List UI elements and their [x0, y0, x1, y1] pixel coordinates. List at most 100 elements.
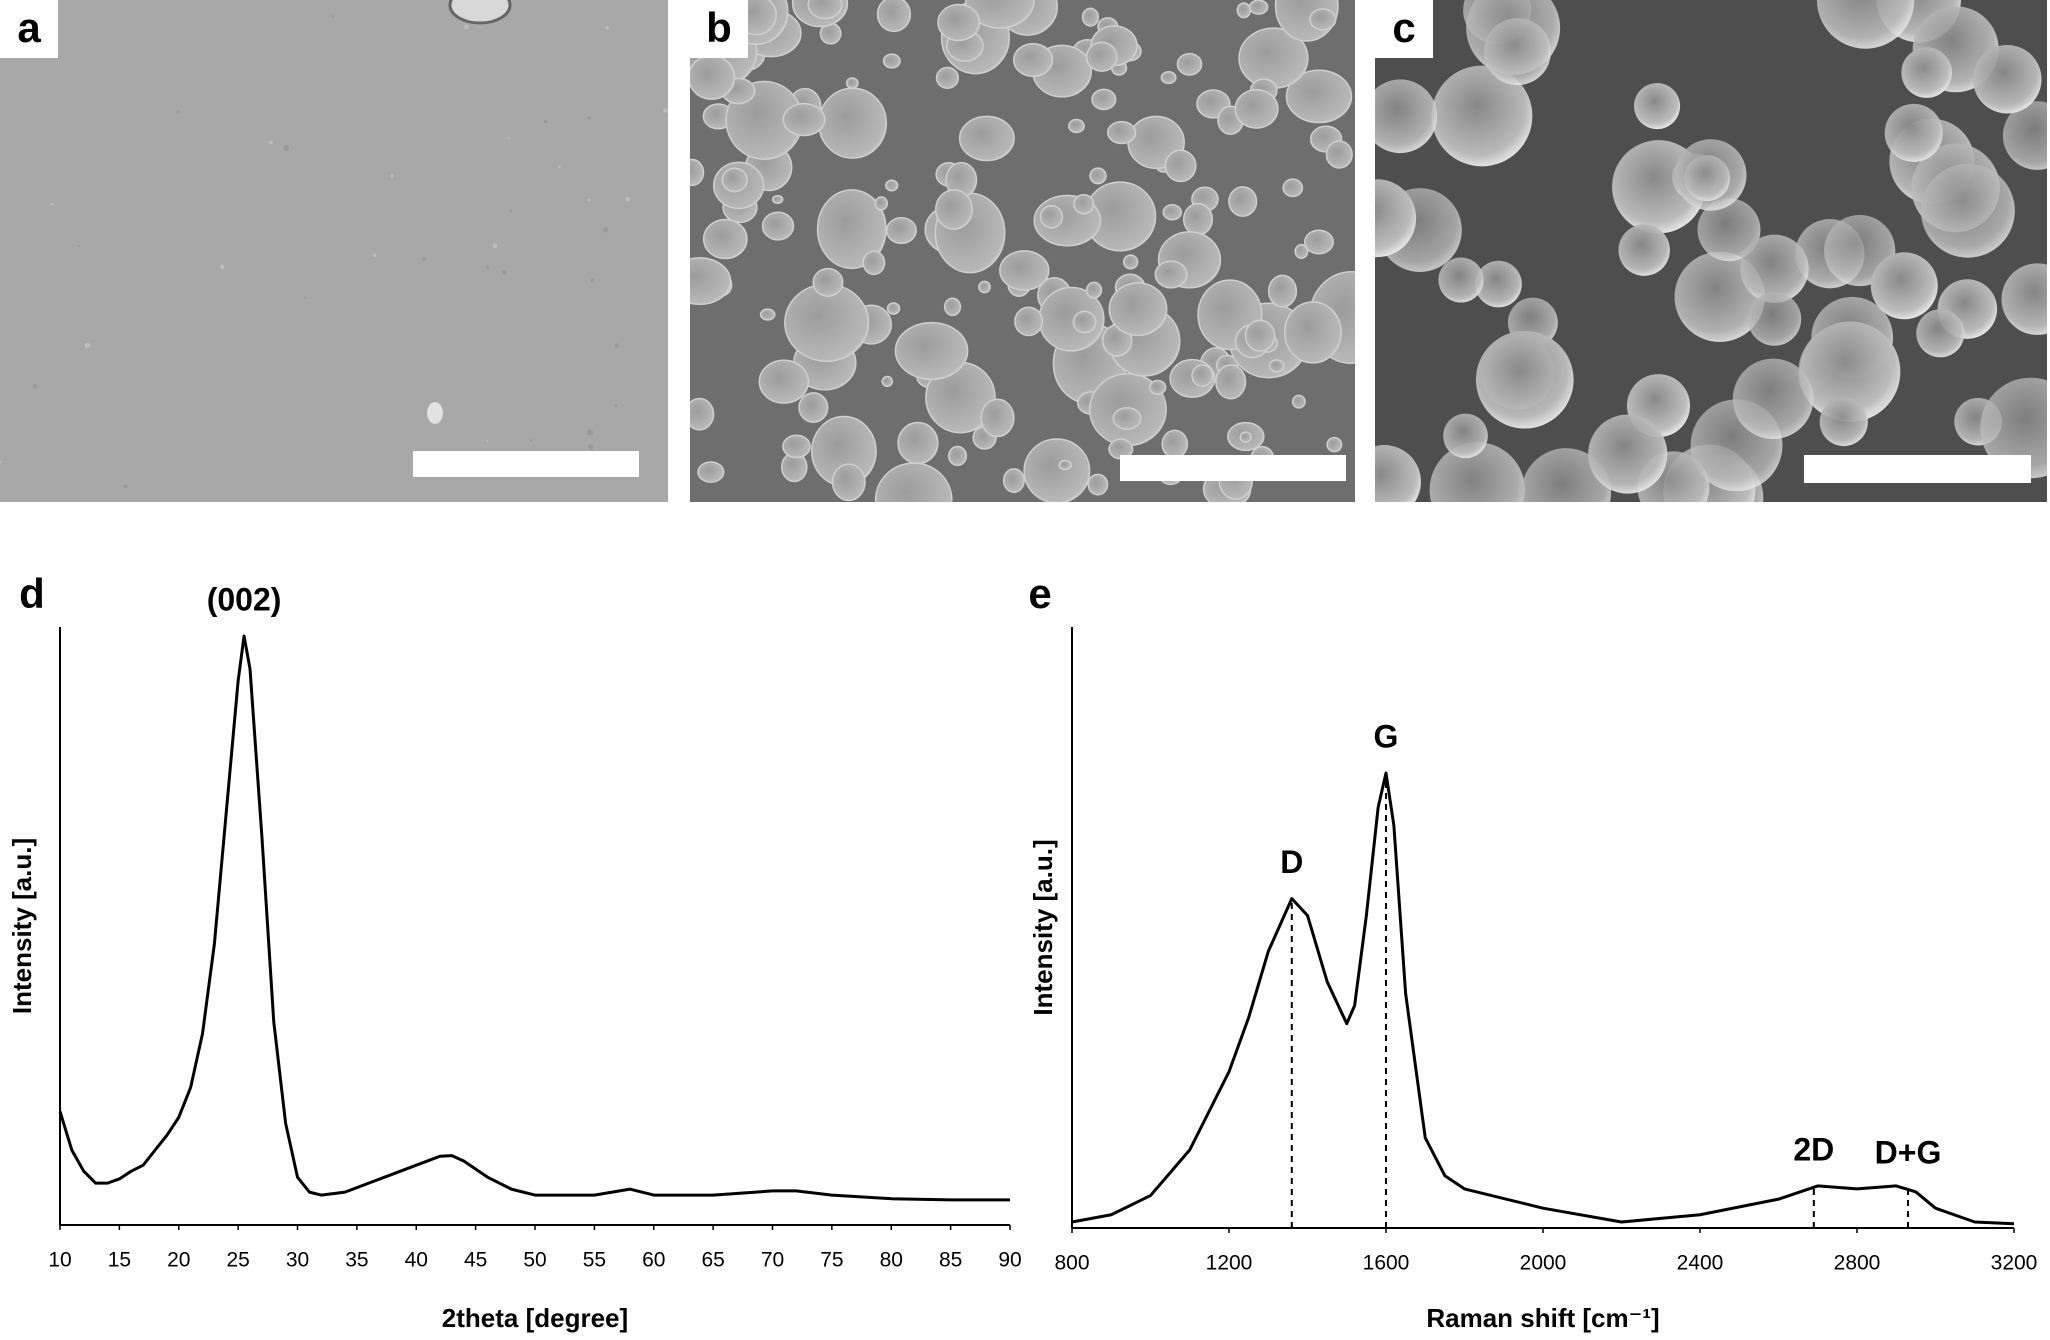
sphere	[1870, 252, 1938, 320]
x-tick-label: 2800	[1834, 1252, 1881, 1275]
particle	[807, 0, 843, 20]
x-tick-label: 65	[701, 1249, 724, 1272]
speck	[78, 244, 81, 247]
sphere	[2001, 263, 2047, 335]
particle	[812, 267, 844, 297]
particle	[1268, 359, 1285, 373]
particle	[1248, 0, 1269, 15]
particle	[1087, 473, 1109, 496]
particle	[1215, 364, 1247, 400]
speck	[509, 209, 513, 213]
particle	[1039, 205, 1064, 229]
particle	[882, 53, 901, 69]
x-axis-title: 2theta [degree]	[442, 1303, 628, 1333]
y-axis-title: Intensity [a.u.]	[7, 838, 37, 1014]
particle	[690, 397, 715, 431]
particle	[1182, 202, 1214, 236]
speck	[269, 140, 273, 145]
particle	[1303, 229, 1334, 255]
particle	[1058, 459, 1072, 471]
particle	[935, 66, 960, 89]
particle	[782, 434, 811, 459]
x-tick-label: 2400	[1677, 1252, 1724, 1275]
particle	[1154, 260, 1188, 289]
particle	[1294, 243, 1309, 259]
particle	[448, 0, 512, 25]
particle	[1285, 69, 1353, 124]
particle	[881, 375, 894, 388]
panel-label: b	[706, 4, 732, 51]
x-tick-label: 80	[880, 1249, 903, 1272]
particle	[845, 77, 859, 89]
particle	[697, 461, 725, 483]
speck	[529, 439, 533, 442]
particle	[897, 421, 939, 465]
peak-label: (002)	[207, 581, 282, 617]
particle	[690, 54, 736, 100]
particle	[1091, 88, 1117, 111]
x-tick-label: 15	[108, 1249, 131, 1272]
speck	[507, 137, 510, 140]
speck	[502, 270, 507, 275]
speck	[123, 484, 128, 489]
particle	[759, 308, 776, 321]
data-line	[1071, 771, 2015, 1226]
particle	[1002, 468, 1025, 493]
sem-texture	[1375, 0, 2047, 502]
particle	[874, 462, 953, 502]
sphere	[1799, 321, 1901, 423]
particle	[947, 445, 968, 467]
particle	[886, 302, 901, 315]
sphere	[1747, 292, 1802, 346]
speck	[84, 342, 91, 349]
speck	[614, 343, 619, 348]
speck	[543, 119, 548, 124]
sphere	[1732, 358, 1814, 440]
panel-label: e	[1028, 570, 1051, 617]
particle	[1291, 394, 1306, 409]
speck	[463, 24, 469, 30]
particle	[690, 257, 732, 306]
x-tick-label: 70	[761, 1249, 784, 1272]
particle	[1191, 364, 1214, 387]
particle	[1023, 438, 1091, 502]
particle	[1073, 193, 1095, 215]
particle	[894, 321, 969, 381]
particle	[1072, 310, 1097, 334]
sphere	[1375, 445, 1421, 502]
y-axis-title: Intensity [a.u.]	[1028, 839, 1058, 1015]
speck	[614, 404, 618, 407]
particle	[1149, 379, 1167, 396]
speck	[372, 253, 377, 258]
speck	[587, 198, 591, 202]
particle	[1081, 7, 1100, 27]
particle	[1239, 431, 1252, 443]
x-tick-label: 90	[998, 1249, 1021, 1272]
particle	[885, 179, 899, 192]
x-tick-label: 45	[464, 1249, 487, 1272]
x-tick-label: 2000	[1520, 1252, 1567, 1275]
particle	[1228, 186, 1258, 217]
panel-label-box	[690, 0, 748, 58]
particle	[690, 158, 705, 187]
speck	[283, 145, 290, 151]
sphere	[1980, 377, 2047, 479]
particle	[934, 189, 974, 230]
sphere	[1901, 47, 1952, 98]
sphere	[1740, 234, 1809, 303]
panel-label-box	[0, 0, 58, 58]
particle	[1164, 149, 1197, 183]
particle	[885, 216, 917, 245]
particle	[1283, 301, 1342, 364]
particle	[1244, 319, 1276, 352]
speck	[587, 116, 591, 120]
x-tick-label: 60	[642, 1249, 665, 1272]
speck	[176, 110, 180, 114]
x-tick-label: 50	[523, 1249, 546, 1272]
peak-label: 2D	[1793, 1131, 1834, 1167]
x-tick-label: 800	[1054, 1252, 1089, 1275]
particle	[1085, 41, 1118, 72]
particle	[978, 280, 991, 294]
sphere	[1916, 309, 1965, 358]
